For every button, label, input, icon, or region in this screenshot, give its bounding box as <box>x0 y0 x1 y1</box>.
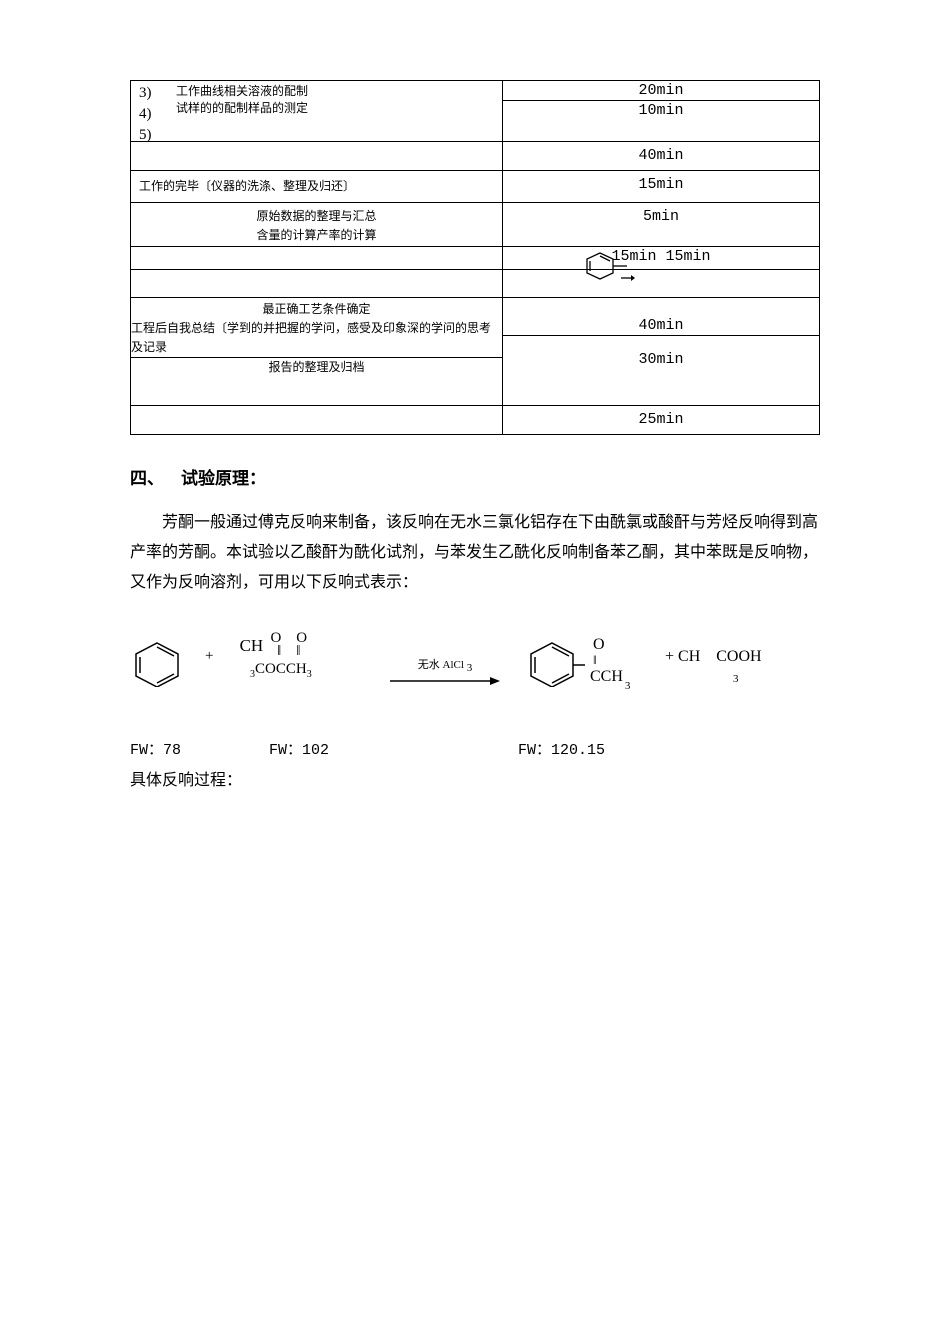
cell-time-40: 40min <box>503 142 820 171</box>
byproduct-sub: 3 <box>733 671 762 689</box>
cell-time-25: 25min <box>503 406 820 435</box>
benzene-product-icon <box>525 639 585 687</box>
o-single: O <box>593 636 628 654</box>
principle-paragraph: 芳酮一般通过傅克反响来制备，该反响在无水三氯化铝存在下由酰氯或酸酐与芳烃反响得到… <box>130 508 820 599</box>
fw-120: FW：120.15 <box>518 739 605 763</box>
task-line-1: 工作曲线相关溶液的配制 <box>176 83 308 100</box>
cocch-text: 3COCCH3 <box>250 657 312 683</box>
small-benzene-icon <box>585 250 635 285</box>
byproduct: + CH COOH 3 <box>665 644 762 689</box>
cell-time-5-15: 5min 15min 15min <box>503 203 820 269</box>
num-3: 3) <box>139 83 162 104</box>
ch-text: CH <box>240 632 264 659</box>
table-row: 最正确工艺条件确定 工程后自我总结〔学到的并把握的学问，感受及印象深的学问的思考… <box>131 297 820 406</box>
acetyl-group: O ‖ CCH3 <box>590 636 628 685</box>
document-body: 3) 4) 5) 工作曲线相关溶液的配制 试样的的配制样品的测定 20min 1… <box>130 80 820 793</box>
report-archive-label: 报告的整理及归档 <box>131 358 502 377</box>
cell-empty-l6 <box>131 406 503 435</box>
time-5min: 5min <box>503 203 819 227</box>
time-30min: 30min <box>503 350 819 370</box>
yield-calc-label: 含量的计算产率的计算 <box>131 226 502 246</box>
spacer <box>131 247 502 269</box>
benzene-ring-icon <box>130 639 185 687</box>
time-15-15: 15min 15min <box>503 247 819 267</box>
task-line-2: 试样的的配制样品的测定 <box>176 100 308 117</box>
fw-78: FW：78 <box>130 739 260 763</box>
table-row: 原始数据的整理与汇总 含量的计算产率的计算 5min 15min 15min <box>131 203 820 269</box>
task-text-group: 工作曲线相关溶液的配制 试样的的配制样品的测定 <box>176 83 308 117</box>
cell-time-1: 20min 10min <box>503 81 820 142</box>
schedule-table: 3) 4) 5) 工作曲线相关溶液的配制 试样的的配制样品的测定 20min 1… <box>130 80 820 435</box>
cell-data-calc: 原始数据的整理与汇总 含量的计算产率的计算 <box>131 203 503 269</box>
reaction-arrow: 无水 AlCl 3 <box>390 652 500 688</box>
cell-tasks-1: 3) 4) 5) 工作曲线相关溶液的配制 试样的的配制样品的测定 <box>131 81 503 142</box>
reaction-equation: + CH O O ‖ ‖ 3COCCH3 无水 AlCl 3 O ‖ CCH3 … <box>130 624 820 734</box>
table-row: 工作的完毕〔仪器的洗涤、整理及归还〕 15min <box>131 171 820 203</box>
self-summary-label: 工程后自我总结〔学到的并把握的学问，感受及印象深的学问的思考及记录 <box>131 319 502 358</box>
fw-102: FW：102 <box>269 739 509 763</box>
data-summary-label: 原始数据的整理与汇总 <box>131 203 502 226</box>
time-20min: 20min <box>503 81 819 101</box>
cell-empty-r4 <box>503 269 820 297</box>
cell-time-40-30: 40min 30min <box>503 297 820 406</box>
time-40min: 40min <box>503 316 819 336</box>
time-blank <box>503 121 819 141</box>
cell-empty-l4 <box>131 269 503 297</box>
best-conditions-label: 最正确工艺条件确定 <box>131 298 502 319</box>
cell-time-15: 15min <box>503 171 820 203</box>
spacer2 <box>131 377 502 405</box>
arrow-icon <box>390 675 500 687</box>
table-row: 40min <box>131 142 820 171</box>
oo-bonds: O O ‖ ‖ <box>270 632 307 659</box>
formula-weight-row: FW：78 FW：102 FW：120.15 <box>130 739 820 763</box>
num-5: 5) <box>139 125 162 146</box>
table-row: 3) 4) 5) 工作曲线相关溶液的配制 试样的的配制样品的测定 20min 1… <box>131 81 820 142</box>
dbl-single: ‖ <box>593 653 628 667</box>
num-4: 4) <box>139 104 162 125</box>
cch-text: CCH3 <box>590 668 628 686</box>
number-list: 3) 4) 5) <box>139 83 162 146</box>
arrow-condition: 无水 AlCl 3 <box>418 659 472 671</box>
process-label: 具体反响过程： <box>130 768 820 794</box>
cell-cleanup: 工作的完毕〔仪器的洗涤、整理及归还〕 <box>131 171 503 203</box>
time-10min: 10min <box>503 101 819 121</box>
blank-top <box>503 298 819 316</box>
blank-divider <box>503 227 819 247</box>
table-row: 25min <box>131 406 820 435</box>
table-row <box>131 269 820 297</box>
acetic-anhydride-formula: CH O O ‖ ‖ 3COCCH3 <box>235 632 312 683</box>
section-4-heading: 四、 试验原理： <box>130 465 820 492</box>
plus-sign: + <box>205 644 213 668</box>
cell-conditions: 最正确工艺条件确定 工程后自我总结〔学到的并把握的学问，感受及印象深的学问的思考… <box>131 297 503 406</box>
spacer3 <box>503 336 819 350</box>
cell-empty-left <box>131 142 503 171</box>
